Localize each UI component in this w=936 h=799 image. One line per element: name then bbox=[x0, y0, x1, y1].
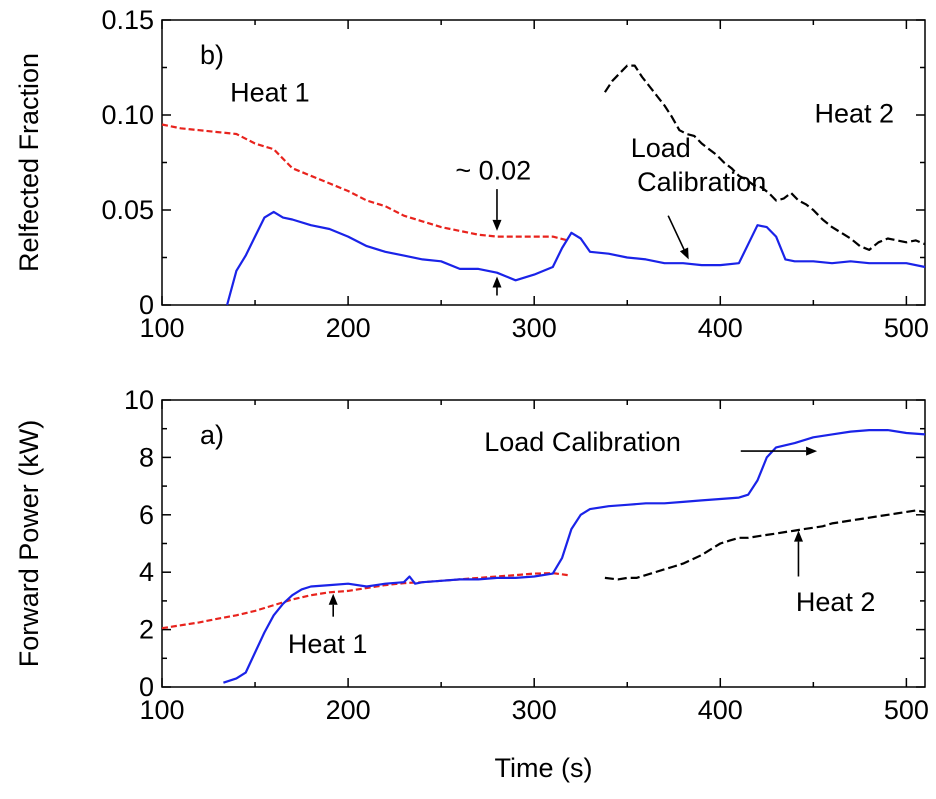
series-line-1 bbox=[223, 429, 926, 684]
y-tick-label: 0.15 bbox=[101, 5, 154, 35]
annotation-label: ~ 0.02 bbox=[455, 156, 531, 186]
series-line-1 bbox=[226, 210, 926, 306]
x-tick-label: 300 bbox=[512, 313, 557, 343]
x-tick-label: 500 bbox=[884, 695, 929, 725]
x-tick-label: 200 bbox=[326, 313, 371, 343]
x-tick-label: 400 bbox=[698, 695, 743, 725]
panel-label: b) bbox=[200, 40, 224, 70]
annotation-label: Load bbox=[631, 133, 691, 163]
annotation-arrowhead bbox=[794, 530, 803, 542]
series-line-0 bbox=[161, 571, 568, 630]
annotation-arrowhead bbox=[328, 593, 338, 605]
annotation-arrow bbox=[667, 215, 685, 250]
y-tick-label: 0.05 bbox=[101, 195, 154, 225]
annotation-arrowhead bbox=[806, 446, 818, 456]
series-line-2 bbox=[604, 509, 926, 581]
annotation-label: Heat 1 bbox=[230, 78, 310, 108]
series-line-0 bbox=[161, 123, 568, 242]
x-axis-title: Time (s) bbox=[495, 753, 593, 783]
series-line-2 bbox=[603, 64, 926, 251]
y-tick-label: 2 bbox=[139, 615, 154, 645]
x-tick-label: 300 bbox=[512, 695, 557, 725]
panel-label: a) bbox=[200, 420, 224, 450]
annotation-label: Heat 1 bbox=[288, 629, 368, 659]
y-tick-label: 6 bbox=[139, 500, 154, 530]
annotation-label: Heat 2 bbox=[796, 587, 876, 617]
annotation-label: Calibration bbox=[637, 167, 766, 197]
y-tick-label: 4 bbox=[139, 557, 154, 587]
x-tick-label: 500 bbox=[884, 313, 929, 343]
annotation-label: Load Calibration bbox=[484, 427, 681, 457]
x-tick-label: 100 bbox=[139, 695, 184, 725]
annotation-arrowhead bbox=[492, 276, 502, 288]
y-axis-title: Relfected Fraction bbox=[14, 53, 44, 272]
panel-forward-power: 100 200 300 400 500 0 2 4 6 8 10 Forward Power (kW)… bbox=[14, 385, 929, 783]
x-tick-label: 200 bbox=[326, 695, 371, 725]
x-tick-label: 400 bbox=[698, 313, 743, 343]
y-tick-label: 0.10 bbox=[101, 100, 154, 130]
y-tick-label: 0 bbox=[139, 290, 154, 320]
x-tick-label: 100 bbox=[139, 313, 184, 343]
y-tick-label: 8 bbox=[139, 442, 154, 472]
y-tick-label: 0 bbox=[139, 672, 154, 702]
annotation-arrowhead bbox=[492, 219, 502, 231]
y-tick-label: 10 bbox=[124, 385, 154, 415]
annotation-arrowhead bbox=[679, 247, 689, 260]
annotation-label: Heat 2 bbox=[815, 99, 895, 129]
panel-reflected-fraction: 100 200 300 400 500 0 0.05 0.10 0.15 Relfected Fr… bbox=[14, 5, 929, 343]
y-axis-title: Forward Power (kW) bbox=[14, 420, 44, 668]
